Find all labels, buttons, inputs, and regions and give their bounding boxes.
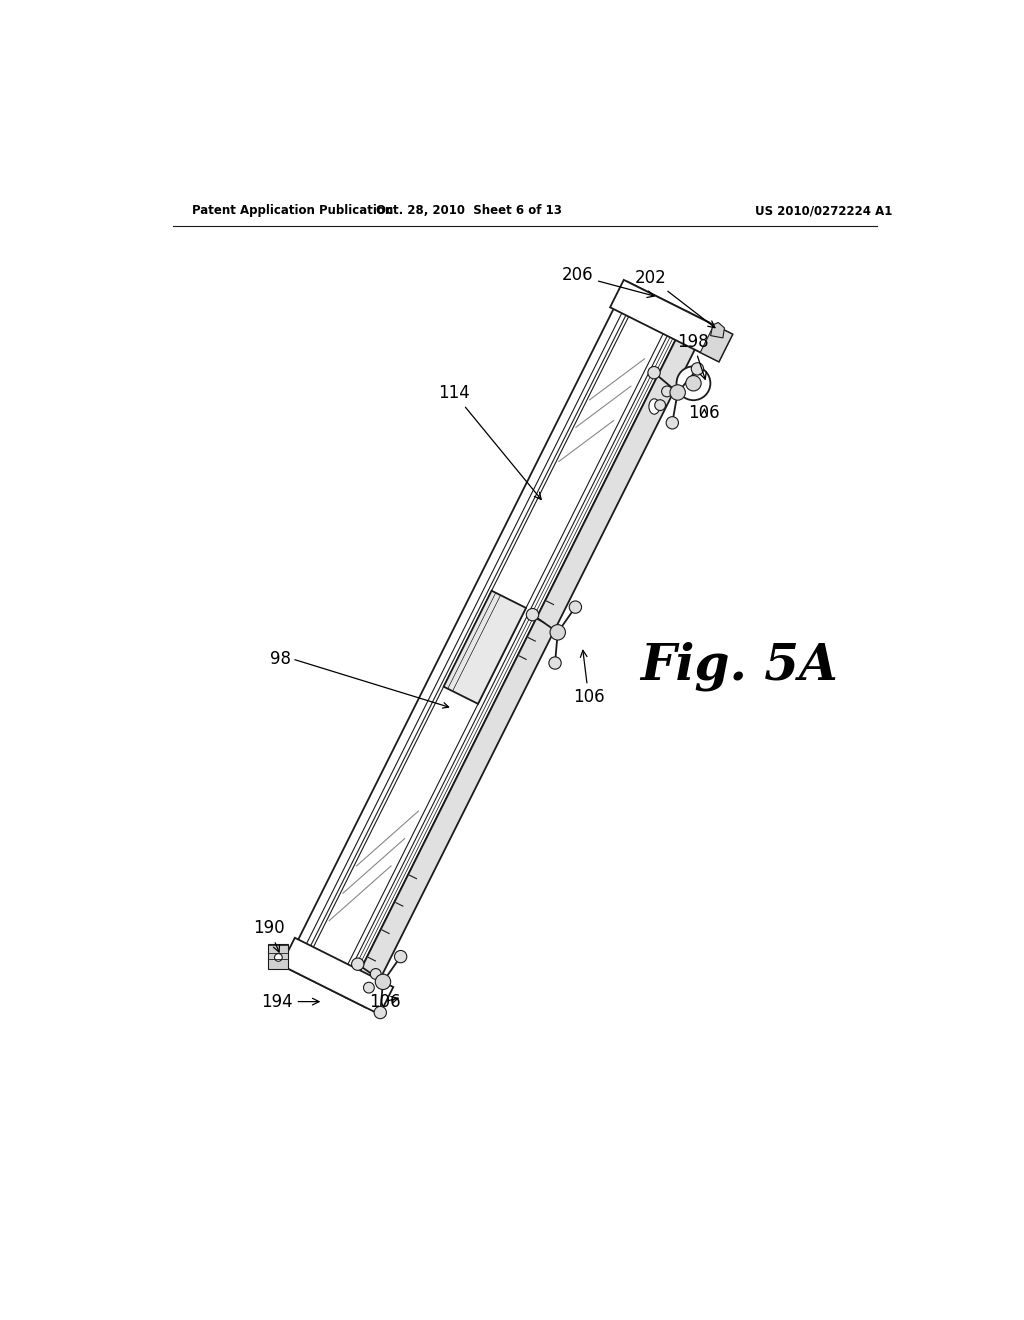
Text: Patent Application Publication: Patent Application Publication bbox=[193, 205, 393, 218]
Circle shape bbox=[374, 1006, 386, 1019]
Text: 106: 106 bbox=[572, 651, 604, 706]
Text: 106: 106 bbox=[688, 404, 720, 421]
Circle shape bbox=[667, 417, 679, 429]
Circle shape bbox=[364, 982, 375, 993]
Text: 206: 206 bbox=[561, 267, 654, 297]
Text: 106: 106 bbox=[369, 993, 400, 1011]
Circle shape bbox=[648, 367, 660, 379]
Polygon shape bbox=[346, 313, 709, 1007]
Circle shape bbox=[662, 385, 673, 397]
Text: 114: 114 bbox=[438, 384, 542, 499]
Text: 98: 98 bbox=[270, 649, 291, 668]
Polygon shape bbox=[267, 944, 289, 969]
Circle shape bbox=[670, 385, 685, 400]
Polygon shape bbox=[285, 281, 689, 998]
Circle shape bbox=[549, 657, 561, 669]
Circle shape bbox=[677, 367, 711, 400]
Text: 202: 202 bbox=[635, 269, 715, 327]
Text: 190: 190 bbox=[253, 920, 285, 952]
Text: Fig. 5A: Fig. 5A bbox=[640, 642, 838, 692]
Circle shape bbox=[691, 363, 703, 375]
Ellipse shape bbox=[649, 399, 659, 414]
Circle shape bbox=[375, 974, 391, 990]
Circle shape bbox=[351, 958, 364, 970]
Text: 194: 194 bbox=[261, 993, 319, 1011]
Circle shape bbox=[371, 969, 381, 979]
Circle shape bbox=[274, 953, 283, 961]
Circle shape bbox=[686, 376, 701, 391]
Polygon shape bbox=[443, 591, 526, 704]
Polygon shape bbox=[610, 280, 732, 362]
Circle shape bbox=[394, 950, 407, 962]
Text: 198: 198 bbox=[677, 333, 709, 379]
Circle shape bbox=[654, 400, 666, 411]
Polygon shape bbox=[711, 322, 724, 338]
Polygon shape bbox=[700, 325, 732, 362]
Text: US 2010/0272224 A1: US 2010/0272224 A1 bbox=[755, 205, 892, 218]
Circle shape bbox=[569, 601, 582, 614]
Circle shape bbox=[526, 609, 539, 620]
Text: Oct. 28, 2010  Sheet 6 of 13: Oct. 28, 2010 Sheet 6 of 13 bbox=[377, 205, 562, 218]
Circle shape bbox=[550, 624, 565, 640]
Polygon shape bbox=[282, 937, 393, 1015]
